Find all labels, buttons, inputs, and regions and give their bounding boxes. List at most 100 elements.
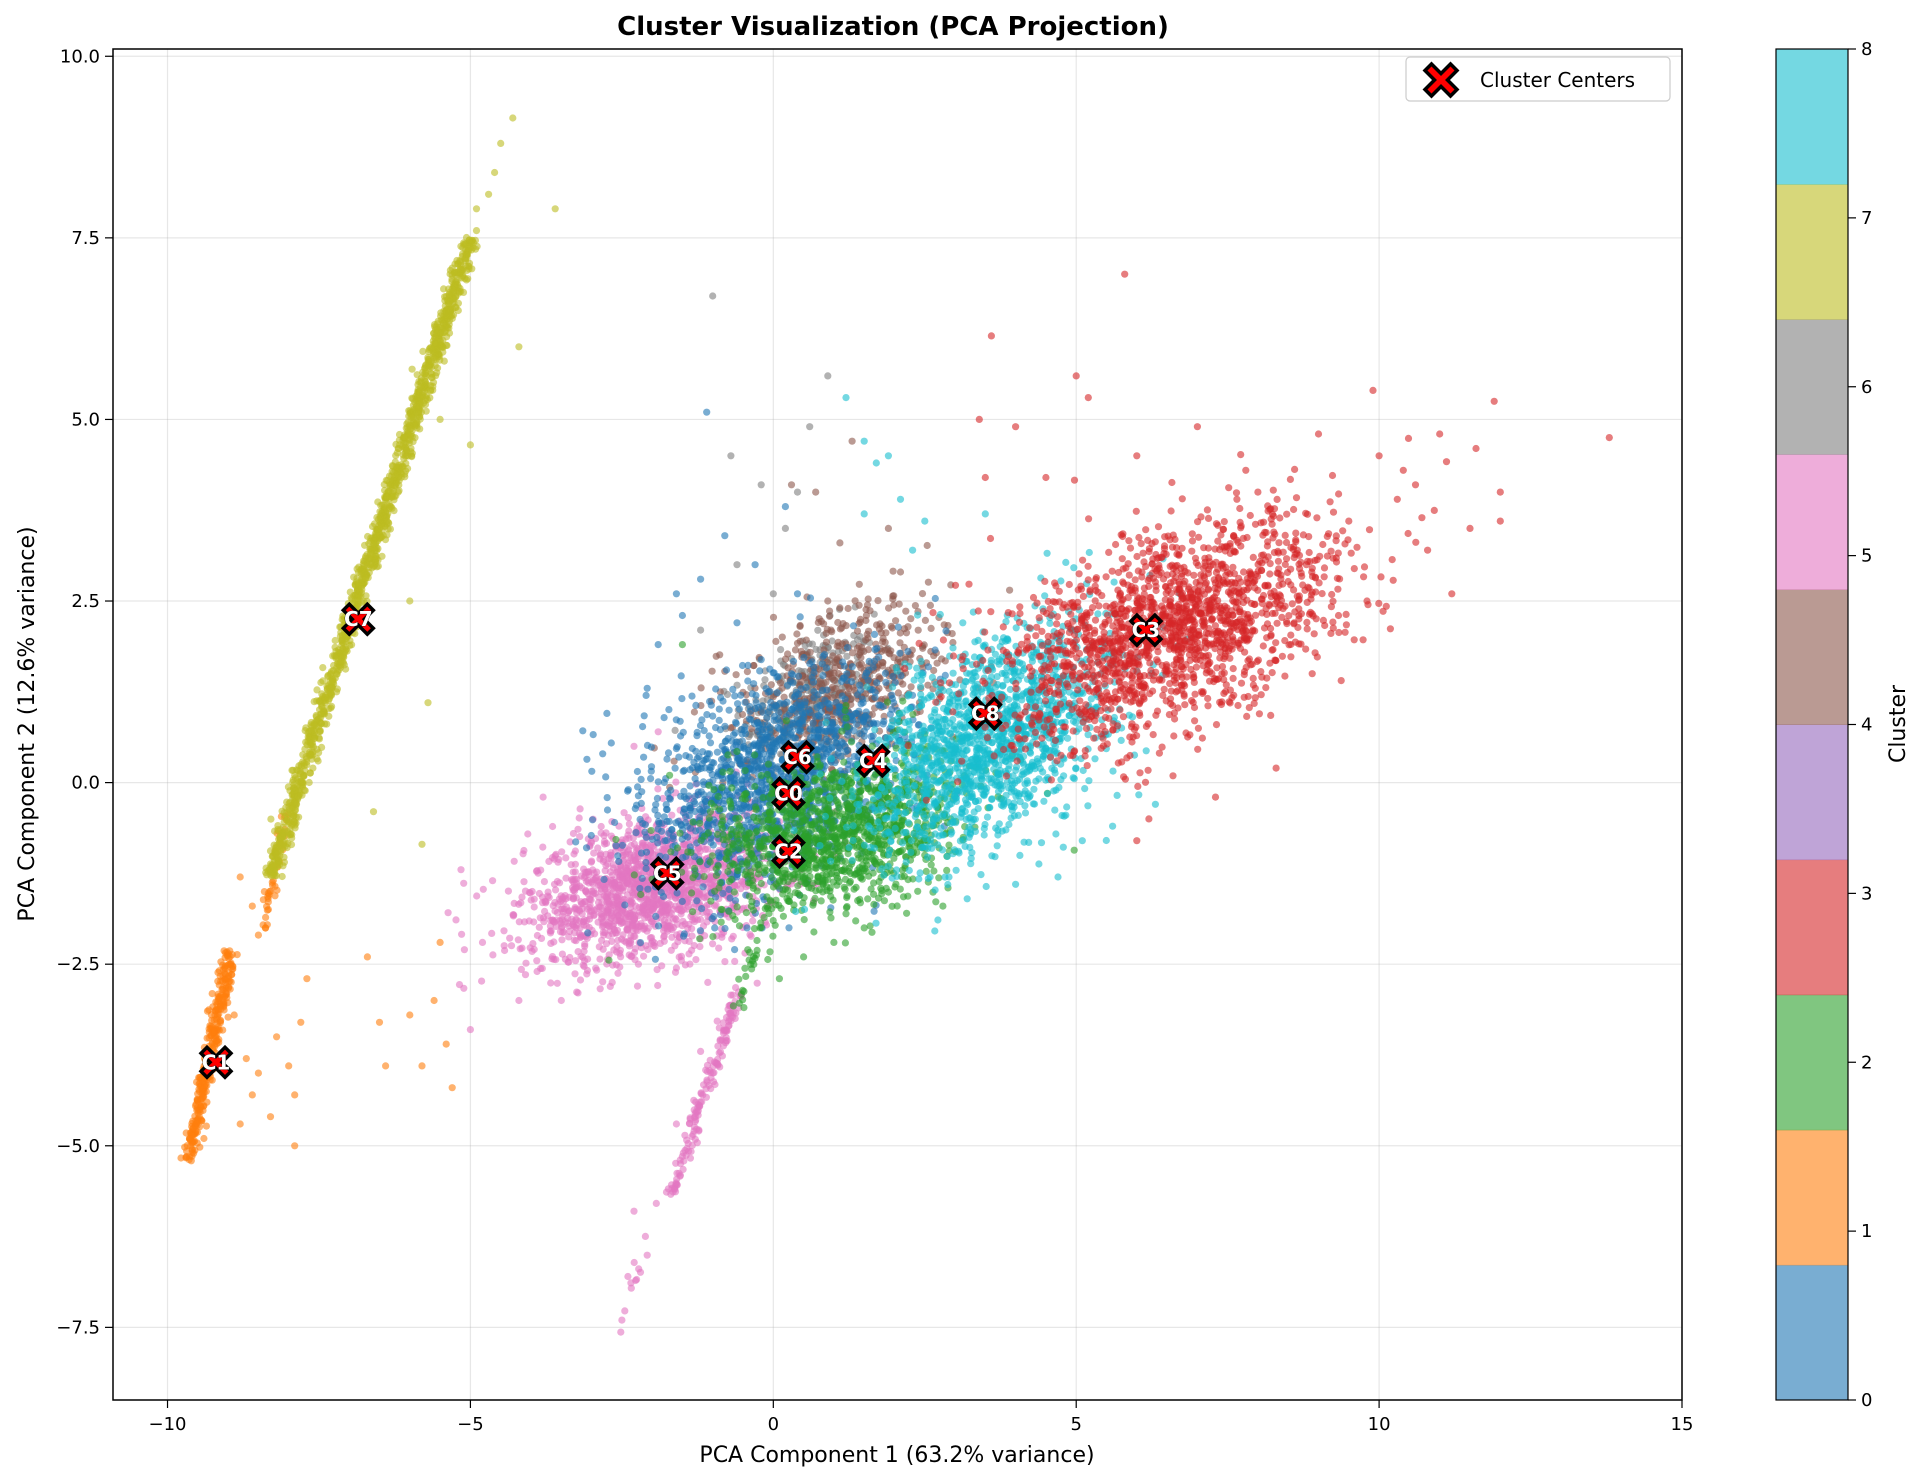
point-cluster-8: [436, 356, 444, 364]
point-cluster-8: [318, 743, 326, 752]
point-cluster-8: [472, 227, 481, 235]
point-cluster-5: [796, 621, 804, 630]
point-cluster-0: [703, 711, 711, 719]
point-cluster-6: [518, 944, 526, 952]
point-cluster-1: [209, 1028, 217, 1036]
point-cluster-6: [562, 854, 570, 862]
point-cluster-1: [188, 1146, 196, 1154]
point-cluster-1: [430, 996, 438, 1005]
point-cluster-1: [210, 1016, 218, 1024]
point-cluster-5: [787, 481, 796, 489]
point-cluster-6: [591, 930, 599, 938]
point-cluster-6: [578, 904, 587, 913]
point-cluster-6: [570, 929, 579, 937]
point-cluster-7: [843, 652, 851, 660]
point-cluster-6: [625, 827, 633, 835]
point-cluster-6: [509, 912, 517, 920]
point-cluster-7: [727, 452, 735, 460]
point-cluster-8: [429, 378, 438, 386]
point-cluster-8: [449, 288, 457, 296]
point-cluster-6: [458, 930, 466, 938]
point-cluster-8: [399, 440, 407, 448]
point-cluster-7: [854, 636, 862, 644]
point-cluster-6: [678, 922, 686, 930]
point-cluster-8: [318, 702, 326, 711]
point-cluster-6: [719, 1029, 728, 1037]
point-cluster-6: [624, 862, 633, 870]
point-cluster-8: [290, 818, 298, 826]
point-cluster-6: [479, 885, 487, 893]
point-cluster-6: [579, 961, 587, 969]
point-cluster-6: [558, 950, 567, 958]
point-cluster-8: [327, 669, 335, 678]
point-cluster-1: [254, 931, 262, 939]
point-cluster-1: [201, 1081, 209, 1089]
point-cluster-6: [621, 1307, 629, 1315]
point-cluster-7: [781, 524, 790, 533]
point-cluster-6: [586, 912, 594, 920]
point-cluster-0: [652, 801, 660, 809]
point-cluster-0: [672, 745, 681, 753]
point-cluster-6: [568, 876, 576, 884]
point-cluster-8: [406, 597, 414, 605]
point-cluster-6: [539, 843, 547, 851]
point-cluster-5: [900, 625, 909, 633]
point-cluster-6: [625, 937, 633, 945]
point-cluster-6: [489, 951, 497, 959]
point-cluster-1: [260, 888, 268, 896]
point-cluster-6: [596, 955, 604, 963]
point-cluster-6: [614, 969, 622, 977]
point-cluster-1: [254, 1069, 262, 1077]
point-cluster-5: [881, 638, 889, 647]
point-cluster-7: [733, 561, 741, 569]
point-cluster-6: [530, 903, 538, 911]
point-cluster-1: [226, 960, 234, 968]
point-cluster-7: [671, 726, 679, 735]
point-cluster-0: [678, 897, 686, 906]
point-cluster-1: [248, 902, 256, 910]
point-cluster-6: [582, 922, 591, 930]
point-cluster-5: [802, 636, 810, 644]
point-cluster-0: [699, 883, 707, 891]
point-cluster-0: [653, 833, 661, 842]
point-cluster-5: [875, 625, 884, 633]
point-cluster-8: [406, 425, 414, 433]
point-cluster-6: [702, 1066, 710, 1074]
point-cluster-8: [419, 347, 427, 355]
point-cluster-8: [446, 298, 454, 306]
point-cluster-8: [433, 369, 441, 377]
point-cluster-8: [402, 446, 411, 454]
point-cluster-8: [371, 534, 380, 542]
point-cluster-6: [569, 829, 578, 838]
point-cluster-8: [408, 365, 416, 373]
point-cluster-6: [628, 899, 636, 907]
point-cluster-7: [828, 637, 836, 645]
point-cluster-6: [753, 979, 761, 987]
point-cluster-6: [625, 951, 633, 959]
point-cluster-0: [873, 679, 881, 687]
point-cluster-6: [550, 955, 558, 964]
point-cluster-6: [590, 849, 598, 857]
point-cluster-0: [632, 829, 640, 837]
point-cluster-6: [654, 785, 662, 793]
point-cluster-5: [863, 630, 871, 639]
point-cluster-8: [269, 863, 277, 871]
point-cluster-6: [547, 927, 555, 935]
point-cluster-6: [582, 887, 590, 895]
point-cluster-8: [288, 834, 296, 842]
point-cluster-6: [576, 805, 584, 813]
point-cluster-6: [602, 893, 611, 901]
point-cluster-6: [593, 868, 601, 876]
point-cluster-8: [346, 588, 354, 596]
point-cluster-8: [386, 525, 394, 533]
point-cluster-5: [914, 626, 922, 634]
point-cluster-8: [300, 771, 308, 780]
point-cluster-6: [660, 937, 668, 945]
point-cluster-6: [681, 1131, 689, 1139]
point-cluster-6: [625, 909, 634, 918]
point-cluster-6: [716, 1036, 724, 1044]
point-cluster-5: [708, 667, 716, 675]
point-cluster-0: [663, 755, 671, 763]
point-cluster-0: [667, 786, 675, 794]
point-cluster-8: [278, 872, 286, 881]
